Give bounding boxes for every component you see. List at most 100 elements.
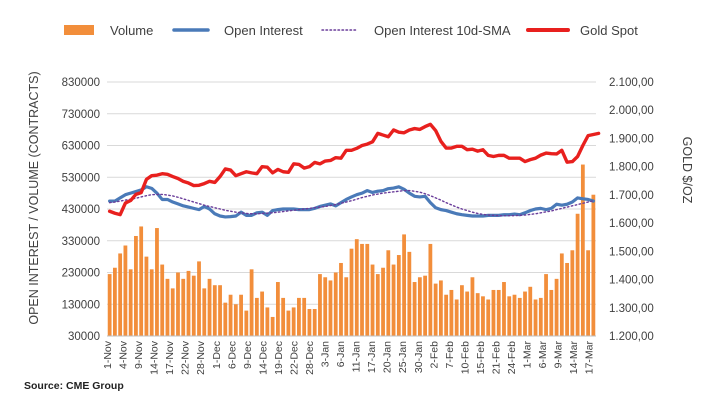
volume-bar [270,316,275,336]
volume-bar [254,297,259,336]
y-left-tick-label: 430000 [62,204,100,216]
volume-bar [118,253,123,336]
volume-bar [507,296,512,336]
y-right-tick-label: 1.300,00 [609,303,654,315]
volume-bars [107,164,596,337]
volume-bar [128,269,133,336]
y-right-tick-label: 1.700,00 [609,190,654,202]
x-tick-label: 9-Dec [242,341,254,369]
x-tick-label: 7-Feb [444,341,456,369]
volume-bar [160,264,165,336]
volume-bar [297,297,301,336]
volume-bar [354,239,359,336]
x-tick-label: 9-Nov [133,340,145,369]
volume-bar [544,274,548,336]
volume-bar [281,297,286,336]
volume-bar [549,289,554,336]
volume-bar [412,282,417,336]
y-right-tick-label: 1.500,00 [609,246,654,258]
x-tick-label: 14-Dec [257,341,269,375]
x-tick-label: 3-Jan [320,341,332,367]
volume-bar [502,282,506,336]
x-tick-label: 10-Feb [459,341,471,374]
volume-bar [465,291,470,336]
series-lines [107,122,601,219]
volume-bar [212,285,217,336]
x-tick-label: 15-Feb [475,341,487,374]
y-right-tick-label: 1.200,00 [609,331,654,343]
volume-bar [460,285,464,336]
volume-bar [291,307,296,336]
volume-bar [423,275,428,336]
volume-bar [333,272,338,336]
volume-bar [407,251,412,336]
volume-bar [360,243,364,336]
volume-bar [302,297,307,336]
volume-bar [165,278,170,336]
volume-bar [328,280,333,336]
legend-label: Open Interest 10d-SMA [374,23,511,38]
y-right-tick-label: 1.800,00 [609,162,654,174]
x-tick-label: 6-Dec [226,341,238,369]
x-tick-label: 19-Dec [273,341,285,375]
y-left-tick-label: 130000 [62,299,100,311]
legend-label: Volume [110,23,153,38]
x-tick-label: 1-Nov [102,340,114,369]
volume-bar [512,294,517,336]
gold-spot-line [107,122,601,217]
volume-bar [181,278,186,336]
volume-bar [381,267,385,336]
x-tick-label: 24-Feb [506,341,518,374]
axes: 30000 130000 230000 330000 430000 530000 63000… [62,77,654,375]
volume-bar [475,293,480,336]
x-tick-label: 14-Nov [149,340,161,375]
y-left-tick-label: 830000 [62,77,100,89]
source-note: Source: CME Group [24,380,124,392]
volume-bar [218,285,222,336]
volume-bar [575,213,580,336]
volume-bar [433,283,438,336]
volume-bar [323,277,328,336]
volume-bar [233,304,238,336]
volume-bar [207,278,212,336]
volume-bar [565,262,569,336]
volume-bar [228,294,233,336]
volume-bar [170,288,175,337]
volume-bar [139,226,144,336]
volume-bar [191,275,196,336]
volume-bar [155,228,159,336]
volume-bar [528,286,533,336]
legend: Volume Open Interest Open Interest 10d-SMA… [64,23,638,38]
volume-bar [449,289,454,336]
volume-bar [486,299,491,336]
y-right-tick-label: 1.400,00 [609,275,654,287]
volume-bar [260,291,265,336]
volume-bar [417,277,422,336]
y-axis-label-left: OPEN INTEREST / VOLUME (CONTRACTS) [27,71,41,324]
volume-bar [107,274,112,336]
legend-swatch-volume [64,25,94,35]
y-right-tick-label: 1.600,00 [609,218,654,230]
x-tick-label: 1-Dec [211,341,223,369]
open-interest-line [108,185,595,219]
y-left-tick-label: 530000 [62,172,100,184]
volume-bar [570,250,575,336]
y-left-tick-label: 30000 [68,331,100,343]
x-tick-label: 25-Jan [397,341,409,373]
volume-bar [391,264,396,336]
volume-bar [176,272,180,336]
y-left-tick-label: 230000 [62,268,100,280]
volume-bar [202,288,207,337]
y-left-tick-label: 730000 [62,109,100,121]
volume-bar [481,296,485,336]
volume-bar [144,256,149,337]
y-axis-label-right: GOLD $/OZ [680,137,694,204]
volume-bar [223,302,228,336]
volume-bar [286,310,291,336]
volume-bar [339,262,343,336]
volume-bar [523,291,527,336]
volume-bar [491,289,496,336]
x-tick-label: 28-Dec [304,341,316,375]
x-tick-label: 6-Mar [537,340,549,368]
